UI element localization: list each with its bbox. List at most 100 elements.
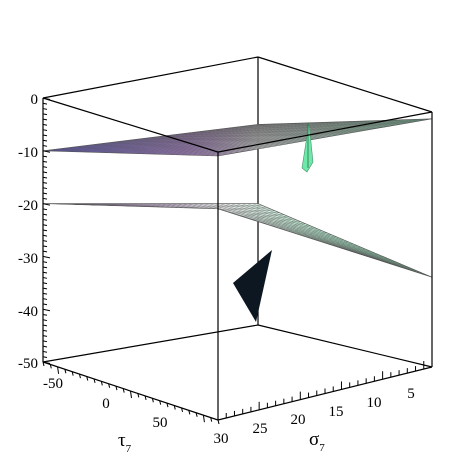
tau-tick bbox=[108, 383, 111, 388]
sigma-tick-label: 30 bbox=[214, 431, 229, 447]
z-tick bbox=[42, 245, 48, 248]
mesh-line bbox=[213, 118, 428, 156]
z-tick bbox=[42, 176, 48, 179]
z-tick bbox=[42, 319, 48, 322]
tau-axis-tick-labels: -50 0 50 bbox=[43, 376, 168, 431]
mesh-line bbox=[147, 120, 363, 155]
tau-tick bbox=[202, 415, 205, 423]
z-tick bbox=[42, 134, 48, 137]
box-edge-back-bottom-left bbox=[42, 324, 259, 363]
z-tick bbox=[42, 166, 48, 168]
tau-tick-label: 0 bbox=[102, 396, 110, 412]
tau-tick bbox=[86, 376, 89, 381]
mesh-line bbox=[225, 124, 400, 129]
z-tick-label: 0 bbox=[31, 92, 39, 108]
mesh-line bbox=[231, 203, 406, 269]
tau-tick bbox=[173, 405, 176, 410]
z-tick bbox=[42, 234, 48, 237]
z-tick bbox=[42, 155, 48, 158]
sigma-axis-ticks bbox=[217, 361, 433, 420]
tau-tick bbox=[57, 366, 60, 374]
z-tick bbox=[42, 113, 48, 116]
tau-tick bbox=[122, 388, 125, 393]
tau-tick bbox=[188, 410, 191, 415]
mesh-line bbox=[204, 208, 420, 272]
z-axis-tick-labels: 0 -10 -20 -30 -40 -50 bbox=[18, 92, 38, 372]
tau-tick bbox=[166, 402, 169, 408]
box-back-edges bbox=[42, 56, 433, 368]
z-tick bbox=[42, 213, 48, 216]
mesh-line bbox=[252, 203, 427, 276]
mesh-line bbox=[169, 120, 385, 155]
tau-tick bbox=[42, 361, 45, 367]
mesh-line bbox=[247, 203, 422, 275]
z-tick bbox=[42, 292, 48, 295]
tau-tick bbox=[217, 419, 220, 425]
box-edge-front-top-right bbox=[217, 111, 433, 153]
z-tick bbox=[42, 224, 48, 227]
z-tick bbox=[42, 108, 48, 110]
tau-axis-ticks bbox=[42, 361, 220, 425]
tau-axis-subscript: 7 bbox=[126, 443, 132, 455]
z-tick bbox=[42, 261, 48, 263]
z-tick bbox=[42, 192, 48, 195]
z-tick bbox=[42, 118, 48, 121]
tau-tick bbox=[78, 373, 81, 379]
z-tick bbox=[42, 298, 48, 300]
z-tick-label: -20 bbox=[18, 198, 38, 214]
z-tick bbox=[42, 287, 48, 290]
z-tick bbox=[42, 345, 48, 348]
z-tick bbox=[42, 340, 48, 343]
sigma-tick-label: 25 bbox=[253, 421, 268, 437]
mesh-line bbox=[193, 203, 368, 257]
mesh-line bbox=[225, 203, 400, 268]
z-tick bbox=[42, 145, 48, 147]
z-tick bbox=[42, 102, 48, 105]
mesh-line bbox=[152, 120, 367, 155]
mesh-line bbox=[241, 203, 417, 273]
tau-tick bbox=[49, 364, 52, 369]
z-tick bbox=[42, 356, 48, 359]
z-tick bbox=[42, 313, 48, 316]
z-tick bbox=[42, 255, 51, 259]
mesh-line bbox=[143, 120, 359, 155]
tau-tick bbox=[130, 390, 132, 399]
upper-plane bbox=[42, 118, 433, 157]
box-edge-front-top-left bbox=[42, 97, 219, 153]
z-tick-label: -30 bbox=[18, 251, 38, 267]
z-tick bbox=[42, 329, 48, 332]
tau-tick bbox=[100, 381, 103, 386]
box-edge-back-top-right bbox=[257, 56, 433, 113]
mesh-line bbox=[252, 119, 427, 126]
sigma-axis-tick-labels: 30 25 20 15 10 5 bbox=[214, 386, 415, 447]
z-tick bbox=[42, 308, 51, 312]
mesh-line bbox=[134, 121, 350, 154]
z-tick bbox=[42, 229, 48, 232]
z-axis-ticks bbox=[42, 97, 51, 364]
tau-axis-label: τ7 bbox=[118, 430, 132, 455]
z-tick bbox=[42, 203, 51, 206]
z-tick-label: -40 bbox=[18, 304, 38, 320]
z-tick bbox=[42, 361, 51, 364]
mesh-line bbox=[204, 119, 419, 156]
tau-tick bbox=[93, 378, 96, 384]
lower-plane bbox=[42, 203, 433, 278]
mesh-line bbox=[236, 122, 411, 128]
tau-tick bbox=[195, 412, 198, 417]
z-tick bbox=[42, 150, 51, 153]
tau-tick bbox=[137, 393, 140, 398]
z-tick bbox=[42, 324, 48, 327]
z-tick bbox=[42, 277, 48, 279]
tau-tick bbox=[151, 398, 154, 403]
sigma-tick-label: 10 bbox=[367, 395, 382, 411]
mesh-line bbox=[161, 120, 376, 155]
mesh-line bbox=[156, 120, 372, 155]
tau-tick-label: -50 bbox=[43, 376, 63, 392]
tau-tick bbox=[159, 400, 162, 405]
dark-wedge-surface bbox=[233, 250, 272, 322]
z-tick bbox=[42, 208, 48, 211]
sigma-axis-subscript: 7 bbox=[319, 442, 325, 454]
z-tick bbox=[42, 97, 51, 100]
z-tick bbox=[42, 250, 48, 253]
z-tick bbox=[42, 171, 48, 174]
